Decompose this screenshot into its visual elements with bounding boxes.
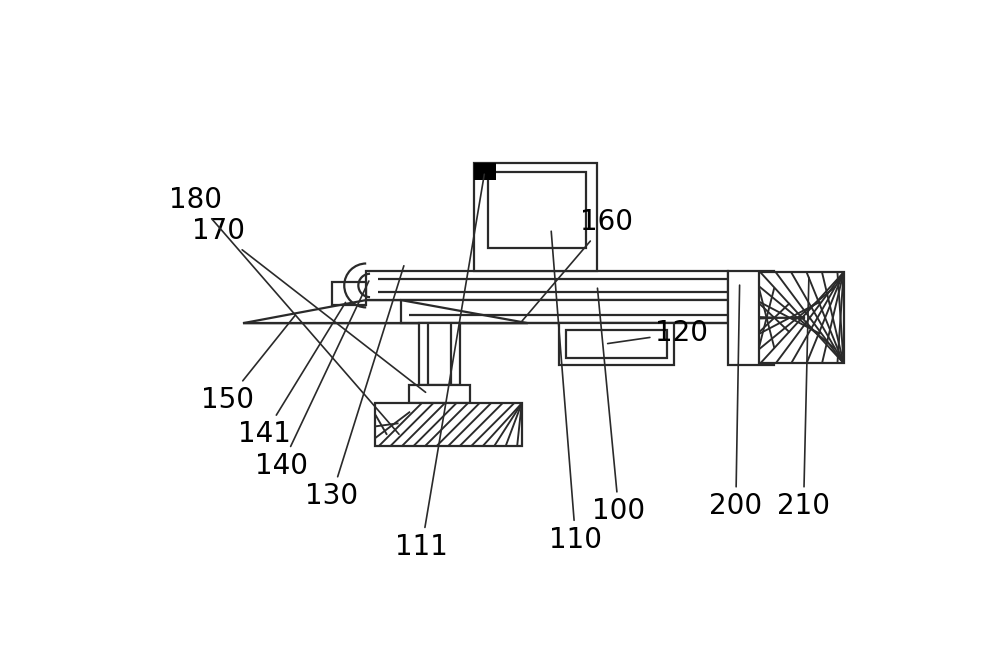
Text: 210: 210 bbox=[777, 277, 830, 521]
Text: 141: 141 bbox=[238, 302, 345, 448]
Bar bbox=[419, 323, 460, 385]
Text: 100: 100 bbox=[592, 288, 645, 525]
Bar bbox=[474, 163, 597, 271]
Text: 111: 111 bbox=[395, 174, 484, 561]
Bar bbox=[474, 163, 496, 180]
Text: 110: 110 bbox=[549, 231, 602, 554]
Text: 180: 180 bbox=[169, 186, 399, 434]
Text: 130: 130 bbox=[305, 266, 404, 510]
Text: 170: 170 bbox=[192, 217, 426, 392]
Text: 150: 150 bbox=[201, 315, 295, 414]
Bar bbox=[559, 323, 674, 364]
Text: 160: 160 bbox=[522, 208, 633, 321]
Bar bbox=[409, 385, 470, 403]
Bar bbox=[728, 271, 774, 364]
Bar bbox=[401, 300, 728, 323]
Bar bbox=[332, 281, 366, 304]
Text: 200: 200 bbox=[709, 285, 762, 521]
Text: 120: 120 bbox=[608, 319, 708, 347]
Bar bbox=[366, 271, 728, 300]
Bar bbox=[375, 403, 522, 446]
Text: 140: 140 bbox=[255, 281, 369, 480]
Bar bbox=[488, 172, 586, 248]
Bar bbox=[759, 272, 844, 363]
Bar bbox=[566, 330, 667, 358]
